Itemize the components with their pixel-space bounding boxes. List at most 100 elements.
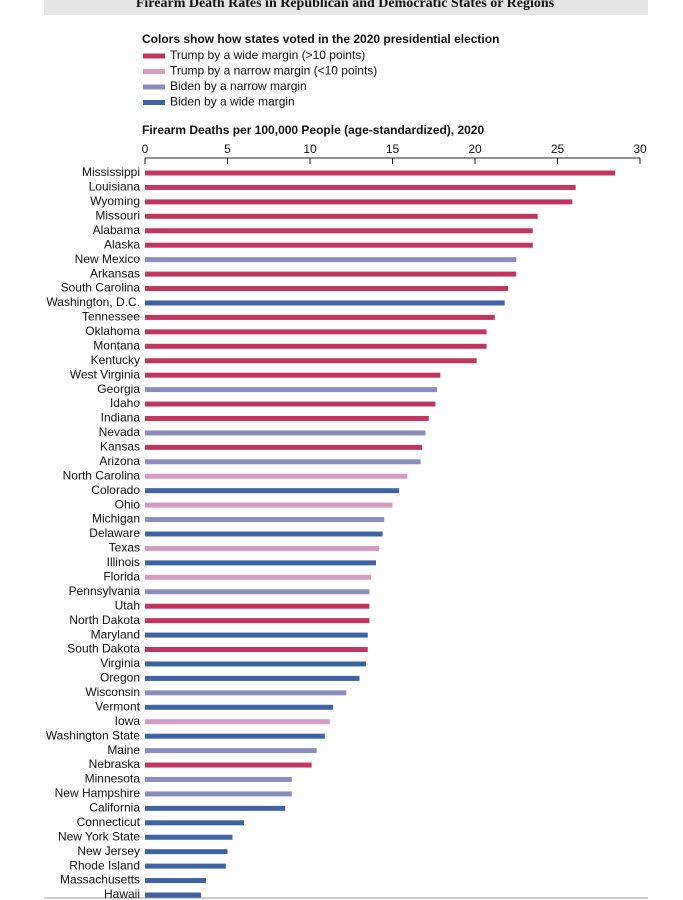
y-tick-label: Delaware (89, 526, 140, 540)
legend-label: Trump by a narrow margin (<10 points) (170, 64, 377, 78)
y-tick-label: New York State (58, 829, 140, 843)
bar (145, 358, 477, 364)
y-tick-label: Oregon (100, 671, 140, 685)
axis-title: Firearm Deaths per 100,000 People (age-s… (142, 123, 484, 137)
x-tick-label: 10 (303, 142, 317, 156)
y-tick-label: New Mexico (75, 252, 141, 266)
y-tick-label: Louisiana (89, 180, 141, 194)
y-tick-label: Pennsylvania (69, 584, 141, 598)
bar (145, 704, 334, 710)
y-tick-label: South Dakota (67, 642, 140, 656)
bar (145, 300, 505, 306)
y-tick-label: Washington, D.C. (46, 295, 140, 309)
y-tick-label: Florida (103, 569, 140, 583)
y-tick-label: Nebraska (89, 757, 141, 771)
bar (145, 661, 367, 667)
y-tick-label: Utah (115, 598, 140, 612)
y-tick-label: North Carolina (63, 468, 141, 482)
bar (145, 286, 508, 292)
bar (145, 647, 368, 653)
y-tick-label: Nevada (99, 425, 141, 439)
y-tick-label: Rhode Island (69, 858, 140, 872)
y-tick-label: Hawaii (104, 887, 140, 900)
y-tick-label: Michigan (92, 512, 140, 526)
bar (145, 488, 400, 494)
legend-label: Trump by a wide margin (>10 points) (170, 48, 365, 62)
y-tick-label: Wisconsin (85, 685, 140, 699)
y-tick-label: Maryland (91, 627, 140, 641)
legend-swatch (143, 100, 165, 105)
y-tick-label: North Dakota (69, 613, 140, 627)
x-tick-label: 5 (224, 142, 231, 156)
y-tick-label: Connecticut (77, 815, 141, 829)
bar (145, 733, 325, 739)
y-tick-label: West Virginia (70, 367, 141, 381)
bar (145, 545, 380, 551)
x-tick-label: 20 (468, 142, 482, 156)
bar (145, 719, 330, 725)
bar (145, 560, 376, 566)
bar (145, 343, 487, 349)
bar (145, 834, 233, 840)
y-tick-label: Tennessee (82, 310, 140, 324)
y-tick-label: New Hampshire (55, 786, 141, 800)
y-tick-label: Montana (93, 338, 140, 352)
y-tick-label: Oklahoma (85, 324, 140, 338)
bar (145, 632, 368, 638)
bar (145, 762, 312, 768)
bar (145, 170, 616, 176)
bar (145, 820, 244, 826)
y-tick-label: Illinois (107, 555, 140, 569)
legend-swatch (143, 84, 165, 90)
bar (145, 473, 408, 479)
y-tick-label: Kentucky (91, 353, 140, 367)
y-tick-label: Minnesota (85, 772, 141, 786)
y-tick-label: South Carolina (61, 281, 141, 295)
bar (145, 574, 372, 580)
y-tick-label: Washington State (46, 728, 141, 742)
y-tick-label: Virginia (100, 656, 140, 670)
x-tick-label: 30 (633, 142, 647, 156)
title-band (44, 0, 648, 15)
bar (145, 242, 533, 248)
y-tick-label: Alaska (104, 237, 140, 251)
y-tick-label: Ohio (115, 497, 141, 511)
bar (145, 184, 576, 190)
bar (145, 257, 517, 263)
legend-label: Biden by a wide margin (170, 95, 295, 109)
bar (145, 314, 495, 320)
chart-title: Firearm Death Rates in Republican and De… (136, 0, 555, 11)
bar (145, 430, 426, 436)
legend-swatch (143, 69, 165, 74)
y-tick-label: New Jersey (77, 844, 140, 858)
y-tick-label: Wyoming (90, 194, 140, 208)
bar (145, 401, 436, 407)
bar (145, 329, 487, 335)
bar (145, 618, 370, 624)
bar (145, 603, 370, 609)
y-tick-label: Missouri (95, 208, 140, 222)
bar (145, 878, 207, 884)
y-tick-label: Maine (107, 743, 140, 757)
y-tick-label: Texas (109, 541, 140, 555)
legend-label: Biden by a narrow margin (170, 79, 307, 93)
bar (145, 805, 286, 811)
bar (145, 776, 292, 782)
bar (145, 589, 370, 595)
bar (145, 849, 228, 855)
bar (145, 415, 429, 421)
bar (145, 271, 517, 277)
x-tick-label: 25 (551, 142, 565, 156)
y-tick-label: Iowa (115, 714, 141, 728)
bar (145, 675, 360, 681)
bar (145, 387, 438, 393)
bar (145, 791, 292, 797)
y-tick-label: Arizona (99, 454, 140, 468)
bar (145, 863, 226, 869)
bar (145, 531, 383, 537)
bar (145, 213, 538, 219)
y-tick-label: Idaho (110, 396, 140, 410)
bar (145, 228, 533, 234)
bar (145, 199, 573, 205)
